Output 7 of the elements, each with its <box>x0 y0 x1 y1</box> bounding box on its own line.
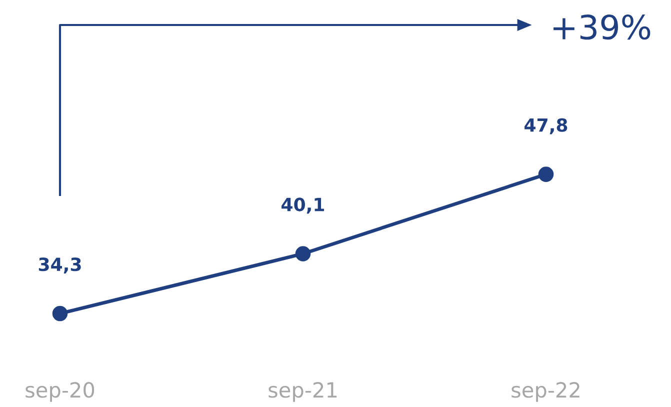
data-label: 47,8 <box>524 118 568 134</box>
x-tick-label: sep-21 <box>268 382 337 402</box>
text: +39% <box>554 14 650 40</box>
data-label: 40,1 <box>282 198 324 214</box>
x-tick-label: sep-22 <box>512 382 580 402</box>
x-tick-label: sep-20 <box>26 382 94 402</box>
data-label: 34,3 <box>38 258 81 274</box>
